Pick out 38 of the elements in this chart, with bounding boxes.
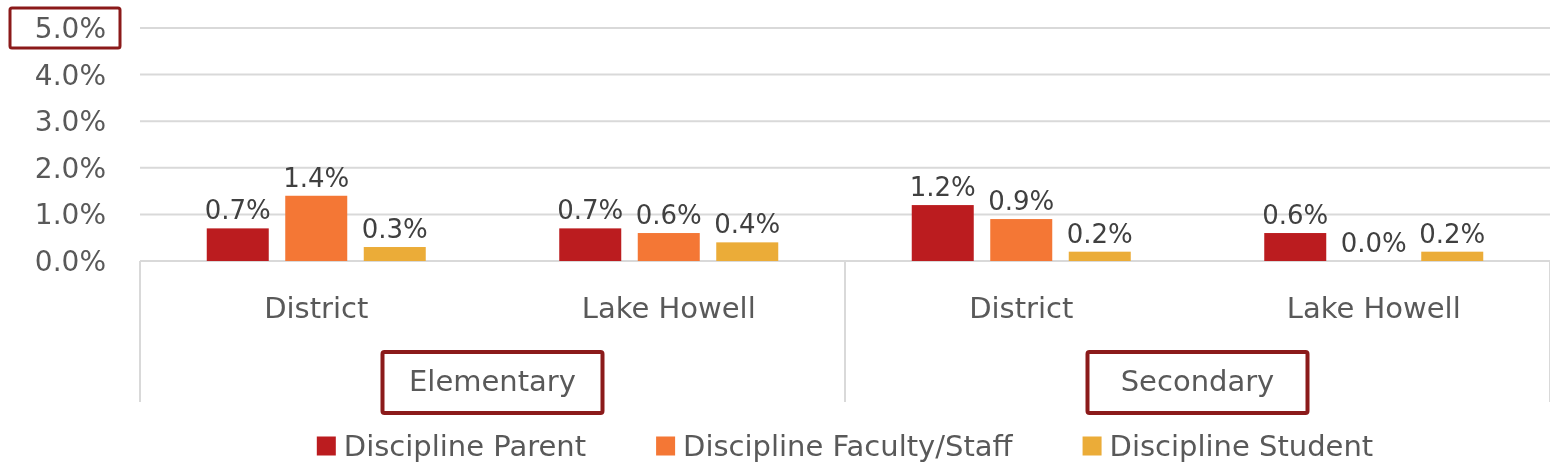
x-tick-label: Lake Howell <box>1286 291 1461 325</box>
bar <box>716 242 779 261</box>
x-tick-label: Lake Howell <box>581 291 756 325</box>
data-label: 0.7% <box>204 195 271 226</box>
data-label: 0.9% <box>988 186 1055 217</box>
bar <box>559 228 622 261</box>
bar <box>637 233 700 261</box>
data-label: 0.6% <box>1262 200 1329 231</box>
data-label: 0.3% <box>361 214 428 245</box>
bar <box>1264 233 1327 261</box>
bar <box>363 247 426 261</box>
data-label: 0.6% <box>635 200 702 231</box>
legend-label: Discipline Faculty/Staff <box>683 429 1014 464</box>
data-label: 1.2% <box>909 172 976 203</box>
text: Secondary <box>1120 364 1275 398</box>
legend-label: Discipline Parent <box>343 429 587 464</box>
data-label: 0.2% <box>1419 218 1486 249</box>
data-label: 1.4% <box>283 162 350 193</box>
bar <box>1421 251 1484 261</box>
data-label: 0.7% <box>557 195 624 226</box>
bar <box>206 228 269 261</box>
bar <box>285 195 348 261</box>
y-tick-label: 4.0% <box>34 58 106 92</box>
data-label: 0.2% <box>1066 218 1133 249</box>
y-tick-label: 3.0% <box>34 105 106 139</box>
data-label: 0.4% <box>714 209 781 240</box>
x-tick-label: District <box>969 291 1074 325</box>
bar <box>911 205 974 261</box>
bar <box>1068 251 1131 261</box>
y-tick-label: 0.0% <box>34 245 106 279</box>
x-tick-label: District <box>264 291 369 325</box>
data-label: 0.0% <box>1340 228 1407 258</box>
y-tick-label: 1.0% <box>34 198 106 232</box>
text: Elementary <box>409 364 576 398</box>
y-tick-label: 2.0% <box>34 151 106 185</box>
legend-label: Discipline Student <box>1109 429 1374 464</box>
y-tick-label: 5.0% <box>34 12 106 46</box>
bar <box>990 219 1053 261</box>
